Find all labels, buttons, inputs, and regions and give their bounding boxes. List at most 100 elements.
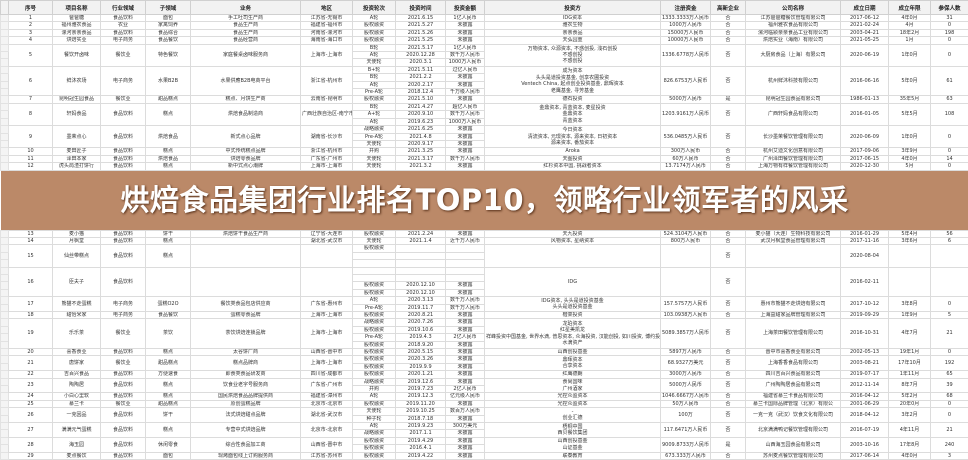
cell-date[interactable]: 2019.9.23 [396, 423, 446, 430]
cell-staff[interactable]: 63 [931, 96, 968, 103]
cell-hightech[interactable]: 否 [711, 297, 746, 312]
cell-founded[interactable]: 2002-05-13 [841, 348, 889, 355]
column-header[interactable]: 序号 [9, 1, 53, 15]
cell-round[interactable]: 股权融资 [353, 400, 396, 407]
cell-staff[interactable]: 39 [931, 378, 968, 393]
cell-staff[interactable] [931, 267, 968, 297]
cell-hightech[interactable]: 否 [711, 15, 746, 22]
row-header[interactable] [1, 133, 9, 140]
cell-age[interactable]: 3年2月 [889, 408, 931, 423]
cell-date[interactable]: 2019.9.9 [396, 363, 446, 370]
cell-business[interactable]: 水果供應B2B电商平台 [191, 66, 301, 96]
cell-region[interactable]: 广西壮族自治区-南宁市 [301, 103, 353, 125]
cell-capital[interactable]: 157.5757万人民币 [661, 297, 711, 312]
cell-industry[interactable]: 餐饮业 [101, 96, 146, 103]
cell-subfield[interactable] [146, 267, 191, 297]
row-header[interactable] [1, 267, 9, 274]
cell-company[interactable]: 大厨房食品（上海）有限公司 [746, 44, 841, 66]
cell-staff[interactable]: 0 [931, 400, 968, 407]
cell-company[interactable]: 广西轩妈食品有限公司 [746, 103, 841, 125]
cell-round[interactable]: 股权融资 [353, 289, 396, 296]
cell-staff[interactable]: 0 [931, 408, 968, 423]
cell-age[interactable]: 4年11月 [889, 423, 931, 438]
cell-number[interactable]: 12 [9, 163, 53, 170]
cell-region[interactable]: 上海市-上海市 [301, 311, 353, 318]
cell-company[interactable]: 一克一克（武汉）饮食文化有限公司 [746, 408, 841, 423]
cell-date[interactable]: 2021.4.8 [396, 133, 446, 140]
cell-company[interactable]: 惠州市熊猫不走烘焙有限公司 [746, 297, 841, 312]
cell-staff[interactable] [931, 245, 968, 267]
row-header[interactable] [1, 400, 9, 407]
row-header[interactable] [1, 408, 9, 415]
cell-hightech[interactable]: 否 [711, 155, 746, 162]
cell-industry[interactable]: 食品饮料 [101, 267, 146, 297]
cell-number[interactable]: 18 [9, 311, 53, 318]
cell-amount[interactable]: 未披露 [446, 378, 485, 385]
row-header[interactable] [1, 356, 9, 363]
cell-business[interactable]: 新中式点心潮牌 [191, 163, 301, 170]
cell-project-name[interactable]: 泽田本家 [53, 155, 101, 162]
cell-number[interactable]: 21 [9, 356, 53, 371]
cell-project-name[interactable]: 月枫堂 [53, 237, 101, 244]
cell-founded[interactable]: 2018-04-12 [841, 408, 889, 423]
cell-round[interactable]: 股权融资 [353, 282, 396, 289]
cell-company[interactable]: 昆明冠生园食品有限公司 [746, 96, 841, 103]
cell-date[interactable]: 2018.12.4 [396, 89, 446, 96]
cell-founded[interactable]: 2016-01-05 [841, 103, 889, 125]
cell-company[interactable] [746, 245, 841, 267]
cell-date[interactable] [396, 274, 446, 281]
cell-round[interactable]: A轮 [353, 118, 396, 125]
cell-industry[interactable]: 食品饮料 [101, 155, 146, 162]
cell-founded[interactable]: 1986-01-13 [841, 96, 889, 103]
cell-region[interactable]: 广东省-广州市 [301, 378, 353, 393]
cell-industry[interactable]: 食品饮料 [101, 29, 146, 36]
cell-hightech[interactable]: 是 [711, 437, 746, 452]
cell-age[interactable]: 1年0月 [889, 126, 931, 148]
row-header[interactable] [1, 437, 9, 444]
cell-founded[interactable]: 2017-06-15 [841, 155, 889, 162]
cell-subfield[interactable]: 蛋糕O2O [146, 297, 191, 312]
cell-amount[interactable]: 未披露 [446, 74, 485, 81]
cell-hightech[interactable]: 否 [711, 148, 746, 155]
cell-hightech[interactable]: 否 [711, 126, 746, 148]
cell-amount[interactable]: 未披露 [446, 437, 485, 444]
row-header[interactable] [1, 148, 9, 155]
cell-age[interactable]: 4月 [889, 22, 931, 29]
cell-amount[interactable]: 未披露 [446, 148, 485, 155]
row-header[interactable] [1, 66, 9, 73]
cell-number[interactable]: 29 [9, 452, 53, 459]
cell-company[interactable]: 北京满满鸭记餐饮管理有限公司 [746, 423, 841, 438]
cell-region[interactable]: 山西省-晋中市 [301, 437, 353, 452]
cell-amount[interactable]: 千万级人民币 [446, 89, 485, 96]
cell-subfield[interactable]: 烘焙食品 [146, 155, 191, 162]
cell-business[interactable]: 手工吐司生产商 [191, 15, 301, 22]
column-header[interactable]: 投资金额 [446, 1, 485, 15]
cell-industry[interactable]: 电子商务 [101, 66, 146, 96]
cell-amount[interactable]: 未披露 [446, 163, 485, 170]
cell-round[interactable]: 股权融资 [353, 29, 396, 36]
cell-industry[interactable]: 食品饮料 [101, 393, 146, 400]
column-header[interactable]: 行业领域 [101, 1, 146, 15]
cell-region[interactable]: 浙江省-杭州市 [301, 66, 353, 96]
cell-project-name[interactable]: 鲜沐农场 [53, 66, 101, 96]
cell-region[interactable]: 山西省-晋中市 [301, 348, 353, 355]
cell-project-name[interactable]: 爸爸糖 [53, 15, 101, 22]
row-header[interactable] [1, 430, 9, 437]
cell-project-name[interactable]: 陶陶居 [53, 378, 101, 393]
cell-subfield[interactable]: 糕点 [146, 378, 191, 393]
cell-region[interactable]: 北京市-北京市 [301, 423, 353, 438]
cell-date[interactable]: 2020.12.10 [396, 282, 446, 289]
row-header[interactable] [1, 386, 9, 393]
cell-investors[interactable]: 光控众盈资本 [485, 393, 661, 400]
cell-date[interactable]: 2021.6.25 [396, 126, 446, 133]
cell-capital[interactable]: 5089.3857万人民币 [661, 319, 711, 349]
cell-date[interactable]: 2016.4.1 [396, 445, 446, 452]
column-header[interactable]: 业务 [191, 1, 301, 15]
cell-project-name[interactable]: 麦小猫 [53, 230, 101, 237]
cell-round[interactable]: 股权融资 [353, 371, 396, 378]
cell-company[interactable]: 上海茶田餐饮管理有限公司 [746, 319, 841, 349]
cell-age[interactable]: 1年0月 [889, 44, 931, 66]
cell-founded[interactable]: 2017-06-12 [841, 15, 889, 22]
cell-amount[interactable]: 数千万人民币 [446, 304, 485, 311]
cell-business[interactable]: 烘焙食品制造商 [191, 103, 301, 125]
